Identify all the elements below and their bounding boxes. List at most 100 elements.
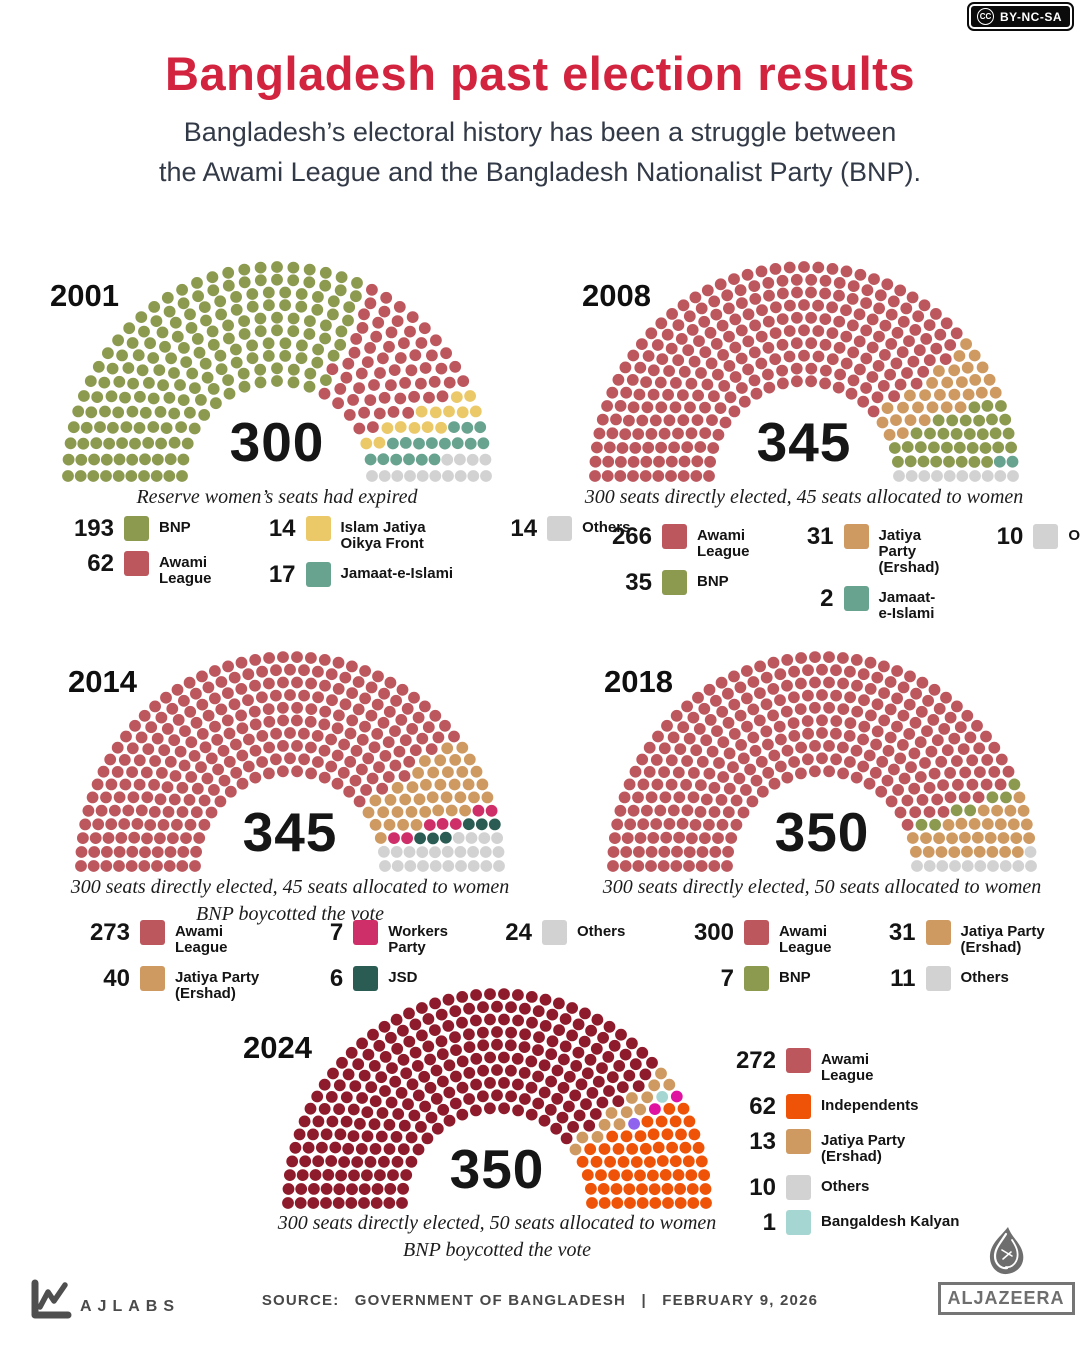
seat-dot xyxy=(610,1183,623,1195)
seat-dot xyxy=(498,988,510,1000)
seat-dot xyxy=(959,414,972,427)
seat-dot xyxy=(805,273,818,286)
seat-dot xyxy=(570,1060,583,1072)
seat-dot xyxy=(334,383,347,395)
seat-dot xyxy=(163,391,176,404)
seat-dot xyxy=(215,703,228,716)
seat-dot xyxy=(627,456,640,468)
legend-label: Workers Party xyxy=(388,923,448,956)
seat-dot xyxy=(551,1092,564,1105)
seat-dot xyxy=(377,806,390,819)
seat-dot xyxy=(387,437,399,450)
seat-dot xyxy=(87,860,100,872)
seat-dot xyxy=(172,714,185,726)
seat-dot xyxy=(209,720,221,733)
seat-dot xyxy=(674,1197,687,1209)
seat-dot xyxy=(455,860,467,872)
seat-dot xyxy=(126,405,139,418)
seat-dot xyxy=(397,1053,410,1066)
seat-dot xyxy=(164,453,177,466)
seat-dot xyxy=(560,1132,573,1145)
seat-dot xyxy=(776,313,789,325)
seat-dot xyxy=(712,832,724,844)
seat-dot xyxy=(467,470,480,482)
seat-dot xyxy=(692,1141,705,1154)
seat-dot xyxy=(844,717,857,729)
seat-dot xyxy=(242,668,255,681)
seat-dot xyxy=(979,442,992,454)
seat-dot xyxy=(126,453,139,466)
seat-dot xyxy=(449,1097,462,1110)
legend-swatch xyxy=(662,524,687,549)
seat-dot xyxy=(456,991,469,1003)
seat-dot xyxy=(436,390,449,403)
seat-dot xyxy=(498,1013,510,1026)
seat-dot xyxy=(665,455,678,468)
legend-column: 193 BNP 62 Awami League xyxy=(60,516,212,587)
seat-dot xyxy=(347,1103,360,1116)
seat-dot xyxy=(891,720,903,733)
legend-column: 273 Awami League 40 Jatiya Party (Ershad) xyxy=(76,920,259,1002)
seat-dot xyxy=(254,312,267,325)
seat-dot xyxy=(884,368,896,381)
seat-dot xyxy=(368,1060,381,1072)
seat-dot xyxy=(612,1095,625,1108)
seat-dot xyxy=(291,765,303,778)
seat-dot xyxy=(890,357,903,370)
seat-dot xyxy=(424,1053,436,1066)
seat-dot xyxy=(826,263,839,275)
seat-dot xyxy=(729,341,742,354)
seat-dot xyxy=(701,378,714,391)
legend-item: 266 Awami League xyxy=(598,524,750,560)
seat-dot xyxy=(532,1044,544,1056)
seat-dot xyxy=(898,772,911,785)
seat-dot xyxy=(382,736,395,749)
seat-dot xyxy=(741,720,753,733)
seat-dot xyxy=(282,1183,295,1195)
seat-dot xyxy=(741,692,753,705)
seat-dot xyxy=(99,405,111,418)
seat-dot xyxy=(681,700,693,713)
seat-dot xyxy=(178,759,191,772)
seat-dot xyxy=(830,753,842,766)
seat-dot xyxy=(790,362,803,375)
seat-dot xyxy=(358,1183,371,1195)
seat-dot xyxy=(450,1044,462,1056)
seat-dot xyxy=(254,325,267,338)
seat-dot xyxy=(190,806,203,819)
seat-dot xyxy=(312,665,324,678)
seat-dot xyxy=(837,677,849,690)
seat-dot xyxy=(183,794,196,806)
legend-count: 273 xyxy=(89,919,130,946)
seat-dot xyxy=(974,860,987,872)
seat-dot xyxy=(686,832,698,845)
seat-dot xyxy=(402,1098,414,1111)
seat-dot xyxy=(153,364,166,376)
seat-dot xyxy=(399,793,412,806)
seat-dot xyxy=(286,1155,299,1168)
seat-dot xyxy=(911,860,923,872)
seat-dot xyxy=(737,752,750,765)
seat-dot xyxy=(228,698,241,711)
seat-dot xyxy=(769,327,782,339)
seat-dot xyxy=(649,1197,662,1209)
seat-dot xyxy=(112,334,124,347)
seat-dot xyxy=(844,665,856,678)
seat-dot xyxy=(380,291,393,304)
seat-dot xyxy=(163,470,176,482)
seat-dot xyxy=(655,401,668,414)
seat-dot xyxy=(209,692,221,705)
seat-dot xyxy=(830,664,842,677)
seat-dot xyxy=(964,804,977,817)
seat-dot xyxy=(748,374,761,387)
seat-dot xyxy=(369,818,382,831)
seat-dot xyxy=(992,441,1005,454)
seat-dot xyxy=(756,785,769,798)
seat-dot xyxy=(641,1091,654,1104)
seat-dot xyxy=(222,374,235,386)
seat-dot xyxy=(711,725,723,737)
seat-dot xyxy=(365,681,378,694)
seat-dot xyxy=(894,284,907,297)
seat-dot xyxy=(926,401,939,414)
seat-dot xyxy=(687,1197,700,1209)
